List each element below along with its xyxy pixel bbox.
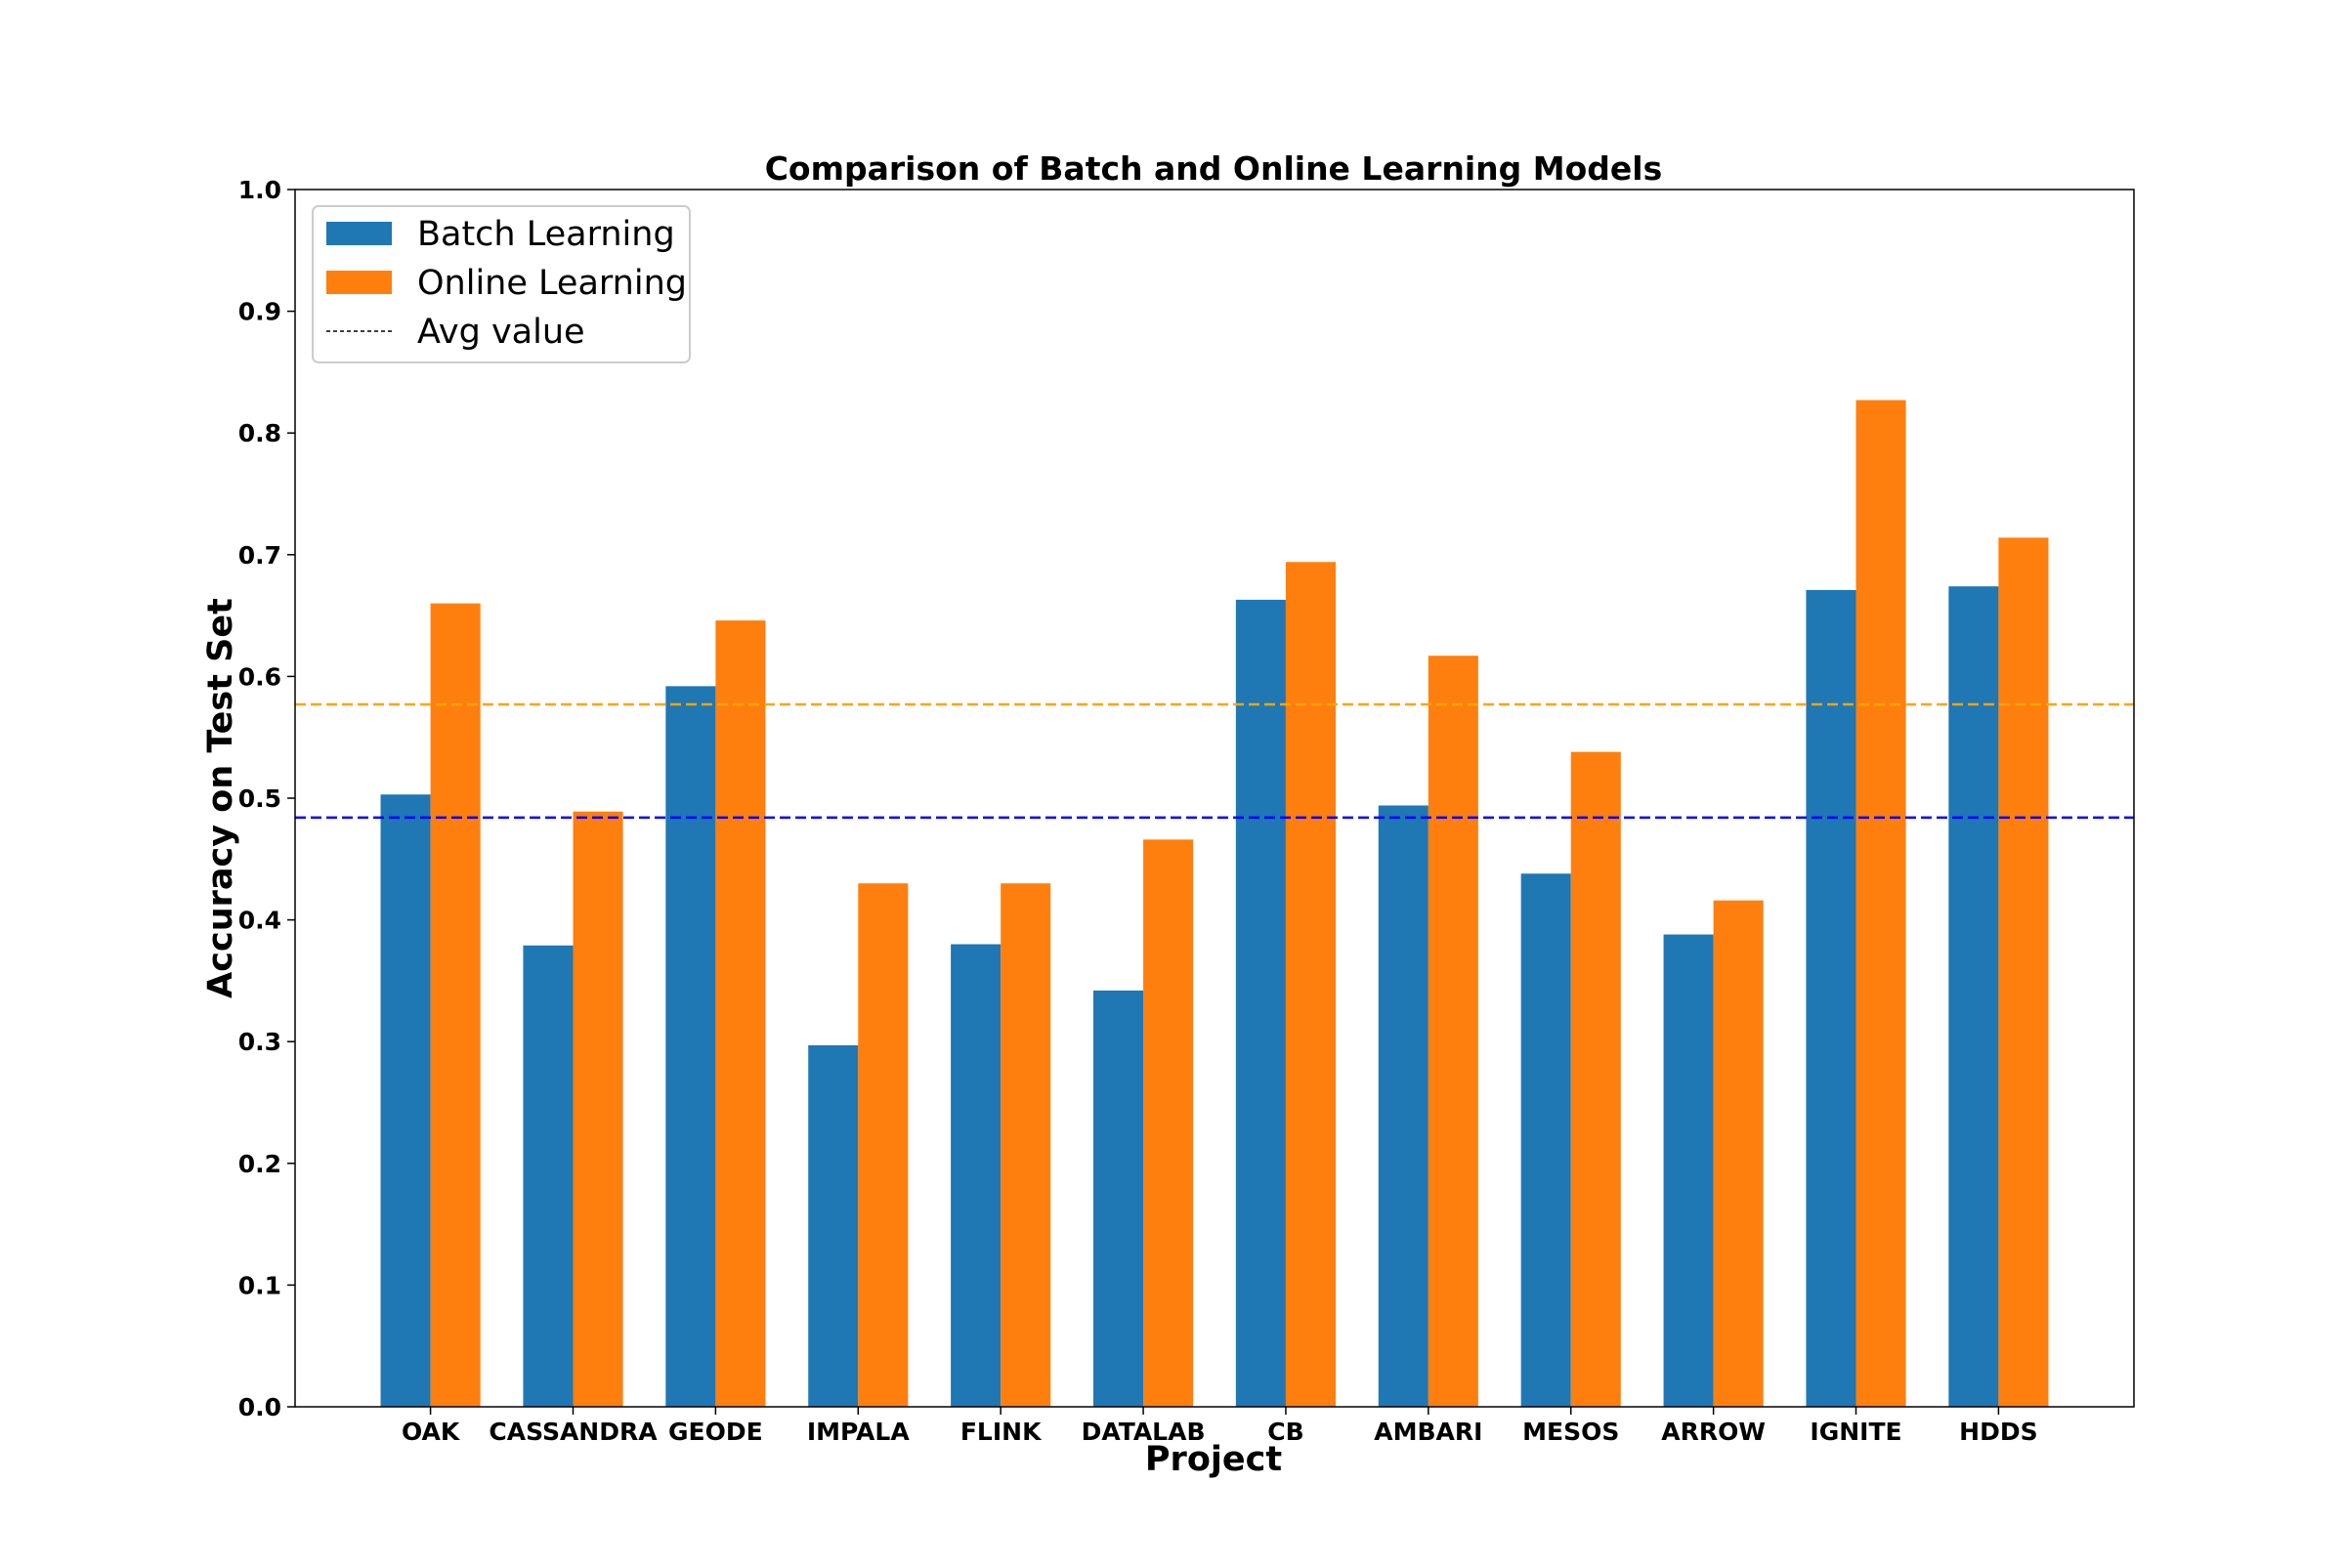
x-axis-label: Project (1145, 1440, 1282, 1479)
bar-batch-cb (1235, 599, 1286, 1407)
bar-online-geode (715, 620, 766, 1407)
x-tick-label-cassandra: CASSANDRA (489, 1418, 658, 1446)
bar-batch-oak (380, 794, 431, 1407)
x-tick-label-hdds: HDDS (1959, 1418, 2037, 1446)
y-tick-label: 0.2 (238, 1150, 281, 1178)
x-tick-label-flink: FLINK (960, 1418, 1043, 1446)
bar-online-cassandra (573, 811, 623, 1407)
bar-online-flink (1001, 883, 1051, 1407)
y-tick-label: 0.7 (238, 541, 281, 570)
x-tick-label-mesos: MESOS (1522, 1418, 1619, 1446)
x-tick-label-arrow: ARROW (1661, 1418, 1766, 1446)
y-tick-label: 0.1 (238, 1271, 281, 1299)
y-tick-label: 0.5 (238, 784, 281, 813)
x-tick-label-ignite: IGNITE (1810, 1418, 1901, 1446)
x-tick-label-datalab: DATALAB (1082, 1418, 1206, 1446)
x-tick-label-impala: IMPALA (807, 1418, 910, 1446)
bar-online-impala (858, 883, 909, 1407)
bar-batch-arrow (1663, 934, 1714, 1407)
bar-batch-ignite (1806, 589, 1856, 1407)
bar-online-arrow (1713, 900, 1764, 1407)
y-axis-label: Accuracy on Test Set (201, 598, 240, 998)
legend-label-online: Online Learning (417, 264, 687, 303)
y-tick-label: 0.6 (238, 662, 281, 691)
y-tick-label: 0.3 (238, 1028, 281, 1056)
chart-title: Comparison of Batch and Online Learning … (765, 149, 1663, 188)
bar-online-ambari (1428, 656, 1478, 1407)
y-tick-label: 0.9 (238, 298, 281, 326)
x-tick-label-ambari: AMBARI (1374, 1418, 1482, 1446)
bar-online-cb (1285, 562, 1337, 1407)
bar-online-ignite (1855, 400, 1906, 1408)
x-tick-label-oak: OAK (402, 1418, 461, 1446)
bar-online-datalab (1143, 839, 1194, 1407)
y-tick-label: 0.0 (238, 1393, 281, 1421)
legend-label-avg: Avg value (417, 313, 585, 352)
bar-batch-mesos (1520, 873, 1571, 1407)
bar-online-oak (430, 603, 481, 1407)
bar-batch-hdds (1948, 586, 1999, 1407)
x-tick-label-geode: GEODE (668, 1418, 763, 1446)
bar-online-mesos (1570, 751, 1621, 1407)
legend-frame (312, 205, 691, 363)
legend: Batch Learning Online Learning Avg value (312, 205, 691, 363)
plot-area: 0.0 0.1 0.2 0.3 0.4 0.5 0.6 0.7 0.8 0.9 1.0 OAK CASS… (238, 176, 2135, 1446)
bar-batch-ambari (1378, 805, 1428, 1407)
legend-swatch-online (326, 271, 392, 294)
legend-swatch-batch (326, 222, 392, 245)
bar-batch-flink (951, 944, 1002, 1407)
bar-batch-cassandra (523, 945, 574, 1407)
y-tick-label: 0.8 (238, 419, 281, 447)
legend-label-batch: Batch Learning (417, 215, 675, 254)
x-tick-label-cb: CB (1267, 1418, 1303, 1446)
bar-batch-datalab (1092, 990, 1144, 1407)
bar-batch-impala (808, 1044, 859, 1407)
bar-online-hdds (1998, 537, 2049, 1407)
y-tick-label: 1.0 (238, 176, 281, 204)
bar-batch-geode (665, 686, 716, 1407)
y-tick-label: 0.4 (238, 907, 281, 935)
